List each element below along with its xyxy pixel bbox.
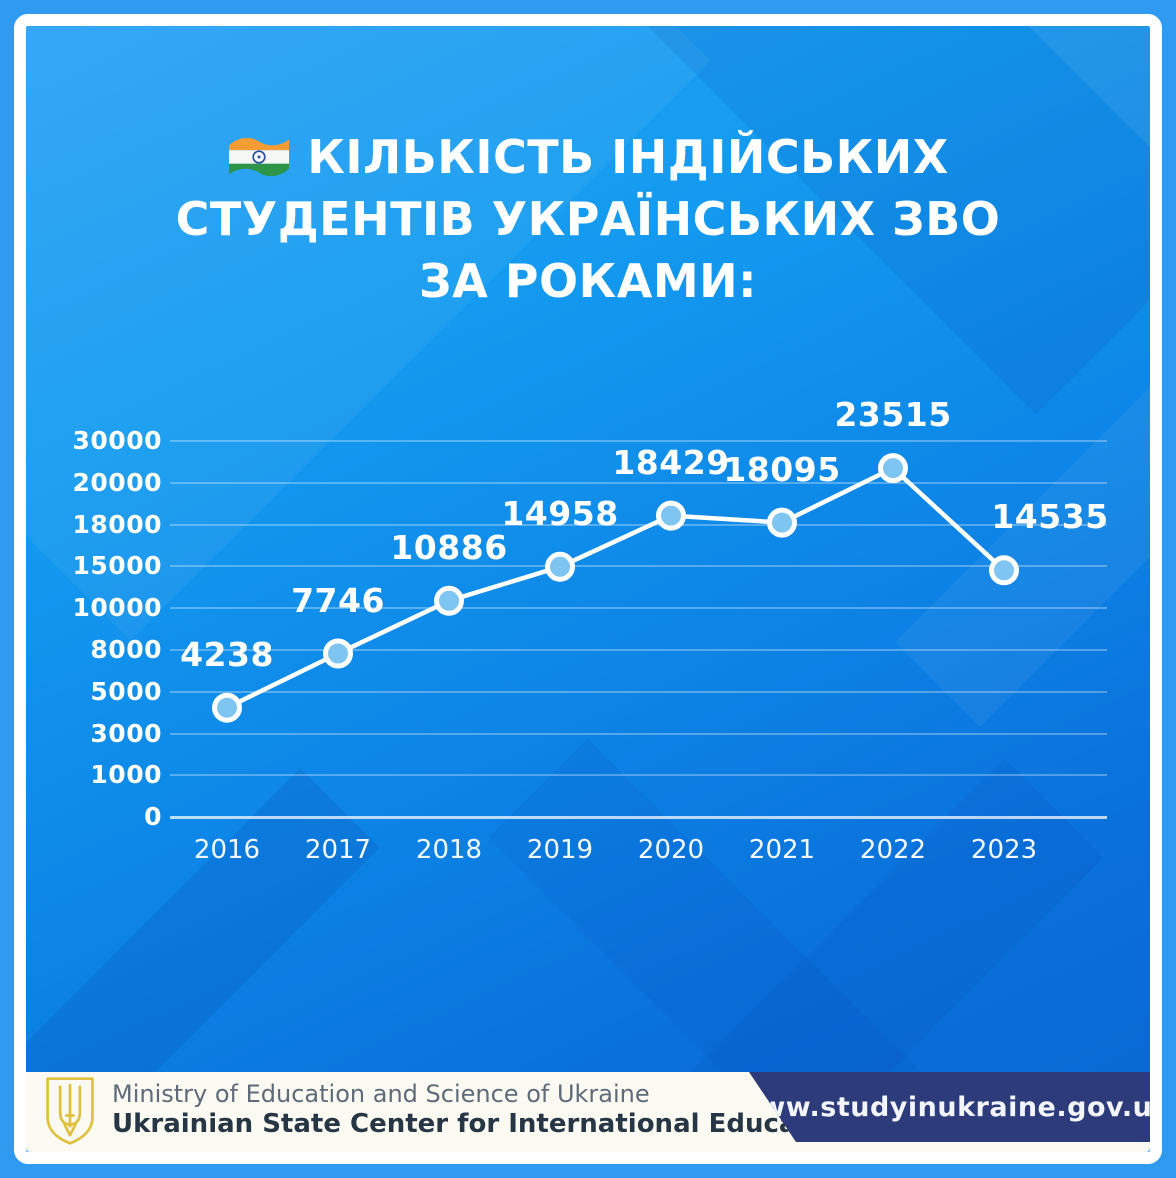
x-axis-label: 2016 bbox=[193, 835, 261, 865]
website-url[interactable]: www.studyinukraine.gov.ua bbox=[734, 1091, 1150, 1123]
y-axis-label: 5000 bbox=[90, 676, 162, 706]
x-axis-line bbox=[170, 816, 1107, 820]
x-axis-label: 2020 bbox=[637, 835, 705, 865]
gridline bbox=[170, 440, 1107, 442]
data-label: 23515 bbox=[834, 395, 952, 435]
data-point-marker bbox=[989, 555, 1019, 586]
x-axis-label: 2019 bbox=[526, 835, 594, 865]
y-axis-label: 1000 bbox=[90, 760, 162, 790]
data-point-marker bbox=[545, 551, 575, 582]
data-label: 14958 bbox=[501, 493, 619, 533]
ministry-name: Ministry of Education and Science of Ukr… bbox=[112, 1080, 650, 1108]
gridline bbox=[170, 523, 1107, 526]
y-axis-label: 8000 bbox=[90, 635, 162, 664]
y-axis-label: 0 bbox=[144, 802, 162, 832]
x-axis-label: 2021 bbox=[748, 835, 816, 865]
data-point-marker bbox=[212, 692, 242, 723]
data-point-marker bbox=[656, 500, 686, 531]
gridline bbox=[170, 607, 1107, 610]
y-axis-label: 10000 bbox=[72, 593, 162, 623]
data-point-marker bbox=[434, 585, 464, 616]
data-label: 4238 bbox=[180, 634, 274, 674]
title-line-1: КІЛЬКІСТЬ ІНДІЙСЬКИХ bbox=[307, 130, 949, 184]
gridline bbox=[170, 774, 1107, 777]
gridline bbox=[170, 649, 1107, 651]
data-point-marker bbox=[878, 453, 908, 484]
gridline bbox=[170, 732, 1107, 735]
data-point-marker bbox=[323, 638, 353, 669]
title-line-2: СТУДЕНТІВ УКРАЇНСЬКИХ ЗВО bbox=[175, 192, 1001, 246]
trident-coat-of-arms-icon bbox=[40, 1076, 100, 1146]
card-background: КІЛЬКІСТЬ ІНДІЙСЬКИХ СТУДЕНТІВ УКРАЇНСЬК… bbox=[26, 26, 1150, 1152]
line-chart: 30000 20000 18000 15000 10000 8000 5000 … bbox=[26, 26, 1150, 1152]
data-label: 10886 bbox=[390, 527, 508, 567]
y-axis-label: 30000 bbox=[72, 426, 162, 455]
page-title: КІЛЬКІСТЬ ІНДІЙСЬКИХ СТУДЕНТІВ УКРАЇНСЬК… bbox=[26, 126, 1150, 312]
x-axis-label: 2023 bbox=[970, 835, 1038, 865]
x-axis-label: 2022 bbox=[859, 835, 927, 865]
data-label: 7746 bbox=[291, 580, 385, 620]
center-name: Ukrainian State Center for International… bbox=[112, 1109, 855, 1139]
y-axis-label: 20000 bbox=[72, 467, 162, 497]
line-series bbox=[212, 453, 1019, 723]
y-axis-label: 18000 bbox=[72, 509, 162, 539]
y-axis-label: 15000 bbox=[72, 551, 162, 581]
website-link-bar[interactable]: www.studyinukraine.gov.ua bbox=[734, 1072, 1150, 1142]
gridline bbox=[170, 690, 1107, 693]
gridline bbox=[170, 565, 1107, 568]
x-axis-label: 2018 bbox=[415, 835, 483, 865]
data-label: 14535 bbox=[991, 497, 1109, 537]
card-frame: КІЛЬКІСТЬ ІНДІЙСЬКИХ СТУДЕНТІВ УКРАЇНСЬК… bbox=[14, 14, 1162, 1164]
data-label: 18429 bbox=[612, 442, 730, 482]
x-axis-label: 2017 bbox=[304, 835, 372, 865]
india-flag-icon bbox=[227, 133, 291, 181]
gridline bbox=[170, 481, 1107, 484]
y-axis-label: 3000 bbox=[90, 718, 162, 748]
data-label: 18095 bbox=[723, 449, 841, 489]
data-point-marker bbox=[767, 507, 797, 538]
title-line-3: ЗА РОКАМИ: bbox=[419, 254, 757, 308]
